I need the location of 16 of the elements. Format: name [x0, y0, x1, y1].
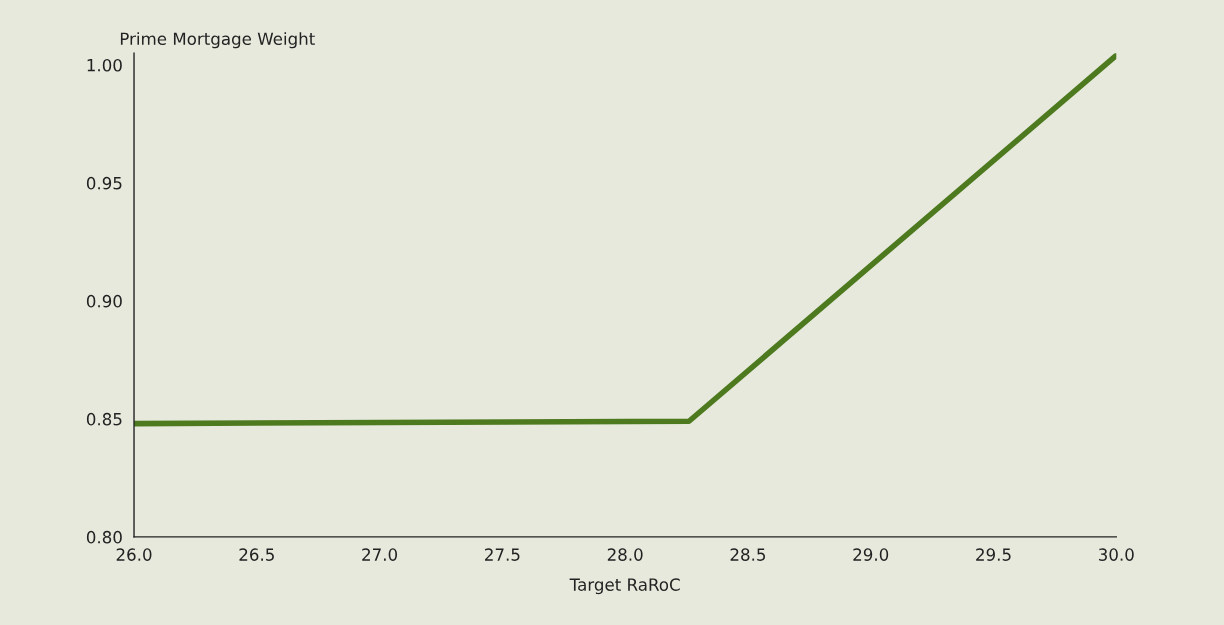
x-tick-label: 29.0	[853, 548, 889, 561]
y-tick-label: 1.00	[87, 58, 122, 72]
x-tick-label: 27.0	[362, 548, 398, 561]
y-tick-label: 0.95	[86, 176, 122, 190]
x-tick-label: 26.0	[116, 548, 152, 561]
x-tick-label: 26.5	[239, 548, 274, 561]
x-axis-title: Target RaRoC	[569, 578, 680, 595]
y-tick-label: 0.90	[86, 294, 122, 308]
x-tick-label: 28.0	[607, 548, 643, 561]
y-tick-label: 0.85	[86, 412, 122, 426]
y-axis-title: Prime Mortgage Weight	[120, 32, 315, 49]
x-tick-label: 29.5	[976, 548, 1011, 561]
y-tick-label: 0.80	[86, 530, 122, 544]
x-tick-label: 27.5	[485, 548, 520, 561]
x-tick-label: 30.0	[1099, 548, 1134, 561]
x-tick-label: 28.5	[730, 548, 766, 561]
